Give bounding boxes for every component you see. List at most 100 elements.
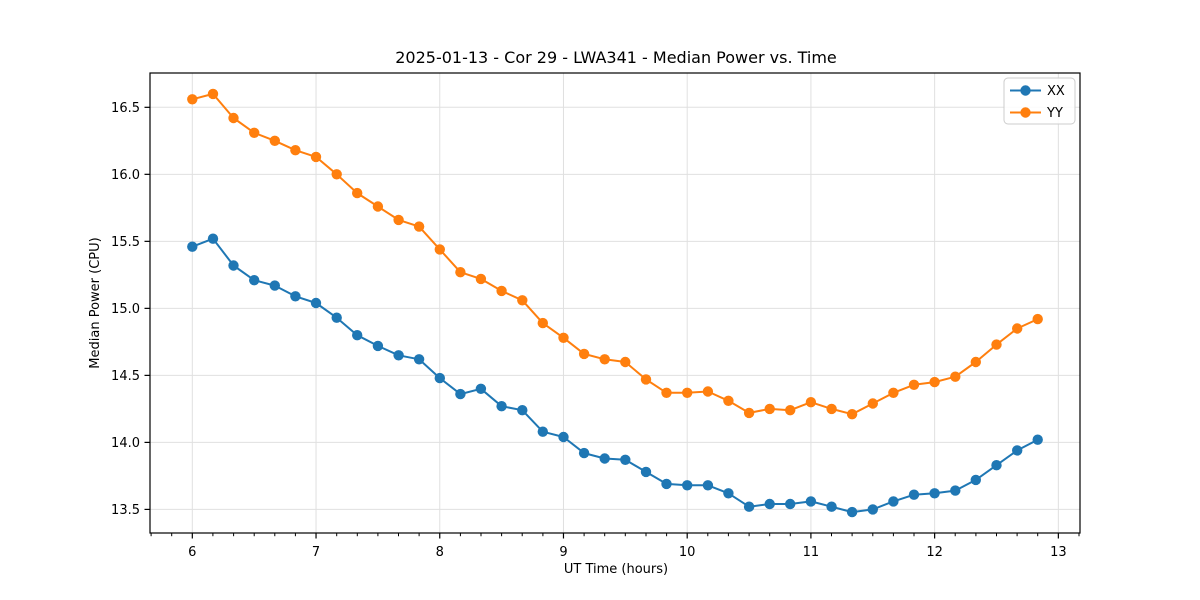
data-point-xx	[434, 372, 445, 384]
data-point-yy	[682, 387, 693, 398]
data-point-xx	[455, 388, 466, 400]
data-point-yy	[207, 88, 219, 100]
data-point-xx	[826, 501, 837, 512]
grid-layer	[150, 73, 1080, 533]
data-point-yy	[228, 112, 239, 124]
y-axis-label: Median Power (CPU)	[88, 237, 103, 368]
data-point-xx	[578, 447, 590, 459]
y-tick-label: 16.0	[111, 168, 140, 183]
data-point-xx	[743, 501, 755, 512]
data-point-yy	[578, 348, 590, 360]
data-point-yy	[970, 356, 981, 368]
data-point-yy	[475, 273, 487, 285]
data-point-xx	[331, 312, 342, 323]
data-point-xx	[372, 340, 384, 352]
data-point-yy	[640, 374, 652, 385]
data-point-xx	[413, 354, 425, 365]
data-point-xx	[310, 297, 322, 309]
data-point-xx	[558, 431, 569, 443]
legend-marker	[1020, 85, 1031, 96]
data-point-yy	[950, 371, 961, 382]
data-point-xx	[991, 460, 1002, 471]
data-point-xx	[537, 426, 548, 437]
data-point-xx	[661, 478, 672, 490]
data-point-xx	[888, 496, 899, 507]
data-point-yy	[537, 317, 548, 329]
data-point-yy	[908, 379, 920, 390]
data-point-yy	[496, 285, 507, 297]
data-point-xx	[682, 480, 693, 491]
data-point-yy	[785, 405, 796, 416]
data-point-yy	[372, 201, 384, 212]
data-point-xx	[269, 280, 280, 291]
data-point-yy	[187, 94, 198, 105]
data-point-yy	[558, 332, 569, 343]
data-point-xx	[475, 383, 487, 394]
axes-layer	[144, 72, 1081, 539]
y-tick-label: 15.5	[111, 235, 140, 250]
data-point-xx	[187, 241, 198, 252]
x-axis-label: UT Time (hours)	[564, 562, 668, 577]
data-point-yy	[331, 169, 342, 180]
legend-label: YY	[1046, 106, 1063, 121]
x-tick-label: 9	[559, 545, 567, 560]
data-point-yy	[846, 409, 858, 420]
data-point-xx	[640, 466, 652, 478]
data-point-yy	[743, 407, 755, 419]
data-point-yy	[888, 387, 899, 398]
data-point-yy	[517, 295, 528, 306]
data-point-xx	[1012, 445, 1023, 456]
data-point-yy	[434, 244, 445, 255]
data-point-yy	[826, 403, 837, 415]
legend-marker	[1020, 107, 1031, 118]
data-point-xx	[352, 330, 363, 341]
data-point-xx	[805, 496, 817, 507]
data-point-yy	[455, 267, 466, 278]
axes-frame	[149, 72, 1081, 534]
legend: XX YY	[1003, 77, 1076, 125]
data-point-yy	[393, 214, 404, 226]
x-tick-label: 13	[1050, 545, 1067, 560]
data-point-xx	[620, 454, 631, 465]
data-point-xx	[785, 498, 796, 510]
series-layer	[187, 88, 1043, 518]
data-point-xx	[867, 504, 878, 515]
data-point-yy	[310, 151, 322, 163]
data-point-yy	[1012, 323, 1023, 334]
data-point-xx	[723, 488, 734, 499]
x-tick-label: 8	[436, 545, 444, 560]
data-point-yy	[764, 403, 775, 415]
data-point-yy	[805, 397, 817, 408]
x-tick-label: 7	[312, 545, 320, 560]
data-point-xx	[228, 260, 239, 271]
y-tick-label: 13.5	[111, 503, 140, 518]
y-tick-label: 14.5	[111, 369, 140, 384]
data-point-yy	[723, 395, 734, 406]
data-point-xx	[207, 233, 219, 244]
data-point-xx	[496, 401, 507, 412]
data-point-yy	[661, 387, 672, 398]
data-point-xx	[393, 350, 404, 361]
data-point-yy	[249, 127, 260, 138]
y-tick-label: 14.0	[111, 436, 140, 451]
data-point-yy	[1032, 313, 1043, 325]
data-point-yy	[702, 386, 714, 397]
data-point-yy	[290, 145, 301, 156]
data-point-xx	[599, 453, 610, 464]
data-point-xx	[970, 474, 981, 486]
data-point-xx	[908, 489, 920, 500]
data-point-xx	[764, 498, 775, 510]
data-point-xx	[1032, 434, 1043, 445]
y-tick-label: 15.0	[111, 302, 140, 317]
data-point-yy	[352, 187, 363, 199]
tick-label-layer: 6 7 8 9 10 11 12 13 13.5 14.0 14.5 15.0 15.5 16.0 16.5	[111, 101, 1067, 560]
data-point-xx	[290, 291, 301, 302]
y-tick-label: 16.5	[111, 101, 140, 116]
data-point-xx	[950, 485, 961, 496]
data-point-yy	[413, 221, 425, 232]
data-point-yy	[620, 356, 631, 368]
x-tick-label: 11	[803, 545, 820, 560]
x-tick-label: 10	[679, 545, 696, 560]
